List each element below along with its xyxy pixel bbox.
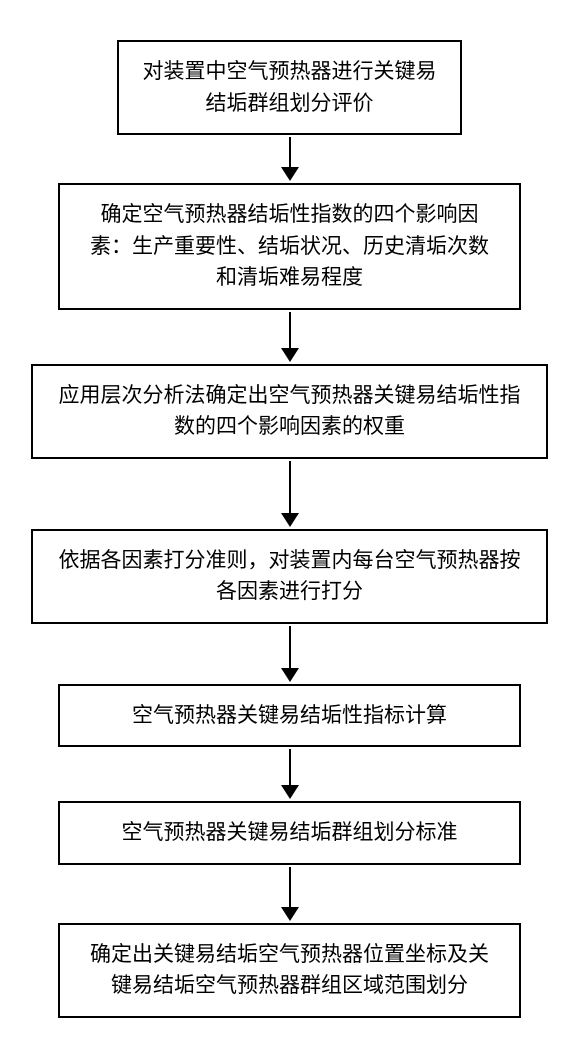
- arrow-line: [289, 626, 291, 668]
- arrow-5: [281, 749, 299, 799]
- arrow-line: [289, 749, 291, 785]
- arrow-2: [281, 312, 299, 362]
- arrow-head-icon: [281, 785, 299, 799]
- arrow-head-icon: [281, 907, 299, 921]
- step-text: 应用层次分析法确定出空气预热器关键易结垢性指数的四个影响因素的权重: [59, 383, 521, 439]
- step-text: 空气预热器关键易结垢性指标计算: [132, 703, 447, 727]
- step-text: 确定空气预热器结垢性指数的四个影响因素：生产重要性、结垢状况、历史清垢次数和清垢…: [90, 202, 489, 289]
- arrow-line: [289, 312, 291, 348]
- arrow-head-icon: [281, 513, 299, 527]
- arrow-head-icon: [281, 668, 299, 682]
- arrow-1: [281, 137, 299, 181]
- flowchart-step-6: 空气预热器关键易结垢群组划分标准: [58, 801, 522, 865]
- arrow-4: [281, 626, 299, 682]
- step-text: 对装置中空气预热器进行关键易结垢群组划分评价: [142, 59, 436, 115]
- arrow-6: [281, 867, 299, 921]
- flowchart-step-1: 对装置中空气预热器进行关键易结垢群组划分评价: [117, 40, 462, 135]
- arrow-line: [289, 137, 291, 167]
- flowchart-step-5: 空气预热器关键易结垢性指标计算: [58, 684, 522, 748]
- step-text: 确定出关键易结垢空气预热器位置坐标及关键易结垢空气预热器群组区域范围划分: [90, 942, 489, 998]
- arrow-head-icon: [281, 348, 299, 362]
- step-text: 依据各因素打分准则，对装置内每台空气预热器按各因素进行打分: [59, 548, 521, 604]
- flowchart-step-2: 确定空气预热器结垢性指数的四个影响因素：生产重要性、结垢状况、历史清垢次数和清垢…: [58, 183, 522, 310]
- arrow-line: [289, 867, 291, 907]
- flowchart-step-7: 确定出关键易结垢空气预热器位置坐标及关键易结垢空气预热器群组区域范围划分: [58, 923, 522, 1018]
- flowchart-step-3: 应用层次分析法确定出空气预热器关键易结垢性指数的四个影响因素的权重: [31, 364, 548, 459]
- arrow-head-icon: [281, 167, 299, 181]
- flowchart-container: 对装置中空气预热器进行关键易结垢群组划分评价 确定空气预热器结垢性指数的四个影响…: [20, 40, 559, 1018]
- step-text: 空气预热器关键易结垢群组划分标准: [122, 820, 458, 844]
- arrow-line: [289, 461, 291, 513]
- arrow-3: [281, 461, 299, 527]
- flowchart-step-4: 依据各因素打分准则，对装置内每台空气预热器按各因素进行打分: [31, 529, 548, 624]
